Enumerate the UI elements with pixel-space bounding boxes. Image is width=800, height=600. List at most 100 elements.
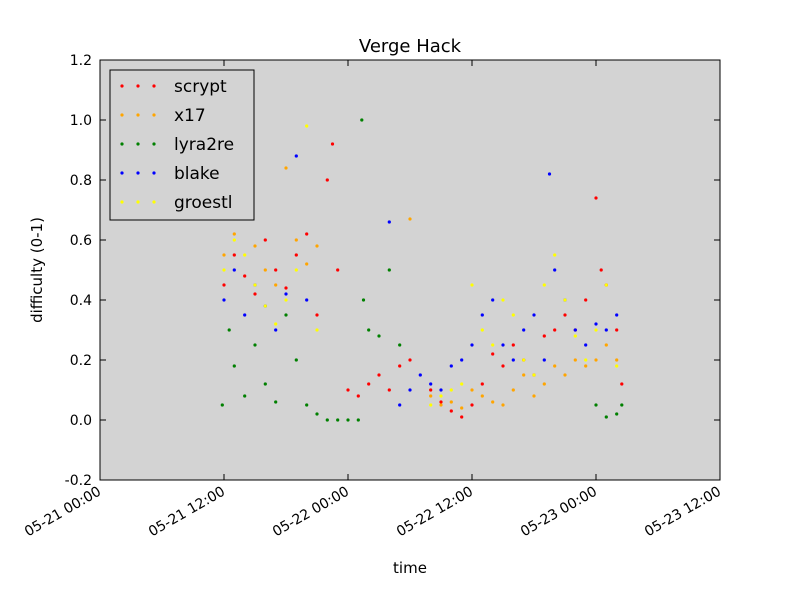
point-blake-22 bbox=[522, 328, 526, 332]
point-x17-4 bbox=[263, 268, 267, 272]
point-x17-5 bbox=[274, 283, 278, 287]
point-groestl-14 bbox=[470, 283, 474, 287]
point-groestl-13 bbox=[460, 382, 464, 386]
point-x17-8 bbox=[305, 262, 309, 266]
point-lyra2re-5 bbox=[263, 382, 267, 386]
x-tick-label-1: 05-21 12:00 bbox=[146, 484, 228, 541]
point-x17-11 bbox=[429, 394, 433, 398]
point-lyra2re-21 bbox=[594, 403, 598, 407]
y-tick-label-0: -0.2 bbox=[65, 473, 92, 489]
point-blake-18 bbox=[480, 313, 484, 317]
point-x17-24 bbox=[563, 373, 567, 377]
point-lyra2re-18 bbox=[377, 334, 381, 338]
point-lyra2re-17 bbox=[367, 328, 371, 332]
point-groestl-20 bbox=[532, 373, 536, 377]
point-scrypt-28 bbox=[511, 343, 515, 347]
point-groestl-18 bbox=[511, 313, 515, 317]
point-scrypt-26 bbox=[491, 352, 495, 356]
point-groestl-7 bbox=[294, 268, 298, 272]
point-scrypt-12 bbox=[336, 268, 340, 272]
point-groestl-22 bbox=[553, 253, 557, 257]
point-groestl-28 bbox=[615, 364, 619, 368]
point-blake-29 bbox=[584, 343, 588, 347]
legend-marker-x17-0 bbox=[120, 113, 124, 117]
point-lyra2re-7 bbox=[284, 313, 288, 317]
point-scrypt-27 bbox=[501, 364, 505, 368]
y-tick-label-2: 0.2 bbox=[70, 353, 92, 369]
point-blake-5 bbox=[274, 328, 278, 332]
point-blake-23 bbox=[532, 313, 536, 317]
point-lyra2re-0 bbox=[220, 403, 224, 407]
point-groestl-8 bbox=[305, 124, 309, 128]
point-x17-25 bbox=[573, 358, 577, 362]
point-x17-19 bbox=[511, 388, 515, 392]
point-lyra2re-22 bbox=[604, 415, 608, 419]
point-x17-20 bbox=[522, 373, 526, 377]
point-scrypt-19 bbox=[408, 358, 412, 362]
point-scrypt-25 bbox=[480, 382, 484, 386]
point-x17-3 bbox=[253, 244, 257, 248]
point-x17-14 bbox=[460, 406, 464, 410]
legend-label-x17: x17 bbox=[174, 106, 206, 126]
point-scrypt-23 bbox=[460, 415, 464, 419]
legend-marker-scrypt-2 bbox=[152, 84, 156, 88]
legend-label-groestl: groestl bbox=[174, 193, 233, 213]
legend-marker-lyra2re-2 bbox=[152, 142, 156, 146]
point-lyra2re-6 bbox=[274, 400, 278, 404]
point-blake-9 bbox=[387, 220, 391, 224]
point-blake-11 bbox=[408, 388, 412, 392]
point-groestl-1 bbox=[232, 238, 236, 242]
y-tick-label-6: 1.0 bbox=[70, 113, 92, 129]
point-blake-30 bbox=[594, 322, 598, 326]
point-groestl-23 bbox=[563, 298, 567, 302]
point-groestl-25 bbox=[584, 358, 588, 362]
point-scrypt-1 bbox=[232, 253, 236, 257]
point-x17-9 bbox=[315, 244, 319, 248]
point-scrypt-3 bbox=[253, 292, 257, 296]
legend-marker-x17-1 bbox=[136, 113, 140, 117]
point-lyra2re-2 bbox=[232, 364, 236, 368]
point-lyra2re-1 bbox=[227, 328, 231, 332]
y-tick-label-7: 1.2 bbox=[70, 53, 92, 69]
point-groestl-2 bbox=[243, 253, 247, 257]
legend-marker-groestl-0 bbox=[120, 200, 124, 204]
point-blake-6 bbox=[284, 292, 288, 296]
point-blake-0 bbox=[222, 298, 226, 302]
y-tick-label-1: 0.0 bbox=[70, 413, 92, 429]
legend-marker-groestl-2 bbox=[152, 200, 156, 204]
point-scrypt-13 bbox=[346, 388, 350, 392]
legend-marker-x17-2 bbox=[152, 113, 156, 117]
x-tick-label-0: 05-21 00:00 bbox=[22, 484, 104, 541]
point-x17-26 bbox=[584, 364, 588, 368]
x-axis-label: time bbox=[393, 559, 427, 577]
point-scrypt-37 bbox=[599, 268, 603, 272]
point-x17-10 bbox=[408, 217, 412, 221]
point-lyra2re-12 bbox=[336, 418, 340, 422]
point-x17-13 bbox=[449, 400, 453, 404]
point-blake-8 bbox=[305, 298, 309, 302]
point-scrypt-4 bbox=[263, 238, 267, 242]
point-groestl-17 bbox=[501, 298, 505, 302]
point-blake-10 bbox=[398, 403, 402, 407]
x-tick-label-5: 05-23 12:00 bbox=[642, 484, 724, 541]
point-groestl-9 bbox=[315, 328, 319, 332]
point-groestl-0 bbox=[222, 268, 226, 272]
legend-label-lyra2re: lyra2re bbox=[174, 135, 234, 155]
point-scrypt-5 bbox=[274, 268, 278, 272]
point-groestl-11 bbox=[439, 394, 443, 398]
point-blake-7 bbox=[294, 154, 298, 158]
point-scrypt-9 bbox=[315, 313, 319, 317]
point-scrypt-32 bbox=[553, 328, 557, 332]
legend-box bbox=[109, 69, 255, 221]
point-scrypt-8 bbox=[305, 232, 309, 236]
point-groestl-3 bbox=[253, 283, 257, 287]
point-lyra2re-20 bbox=[398, 343, 402, 347]
legend-marker-groestl-1 bbox=[136, 200, 140, 204]
point-x17-27 bbox=[594, 358, 598, 362]
point-blake-17 bbox=[470, 343, 474, 347]
point-x17-0 bbox=[222, 253, 226, 257]
point-blake-16 bbox=[460, 358, 464, 362]
y-tick-label-4: 0.6 bbox=[70, 233, 92, 249]
point-x17-17 bbox=[491, 400, 495, 404]
point-x17-7 bbox=[294, 238, 298, 242]
